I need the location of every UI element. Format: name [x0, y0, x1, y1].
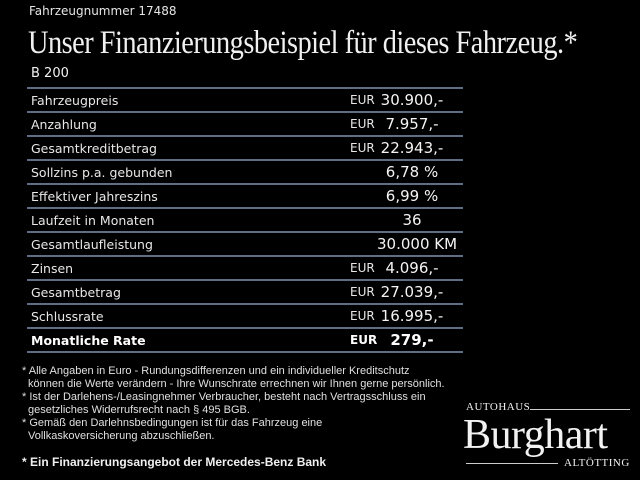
row-currency: EUR [350, 141, 375, 155]
logo-divider [466, 463, 558, 464]
row-value: 7.957,- [385, 115, 439, 133]
table-row: Fahrzeugpreis EUR 30.900,- [27, 89, 463, 113]
footnote: * Ist der Darlehens-/Leasingnehmer Verbr… [22, 391, 426, 416]
row-currency: EUR [350, 261, 375, 275]
table-row: Zinsen EUR 4.096,- [27, 257, 463, 281]
footnote: * Alle Angaben in Euro - Rundungsdiffere… [22, 365, 445, 390]
row-value: 4.096,- [385, 259, 439, 277]
dealer-logo: AUTOHAUS Burghart ALTÖTTING [463, 397, 630, 471]
row-label: Sollzins p.a. gebunden [31, 165, 173, 180]
row-value: 6,78 % [385, 163, 439, 181]
row-value: 279,- [390, 331, 434, 349]
row-label: Gesamtbetrag [31, 285, 121, 300]
row-value: 16.995,- [380, 307, 444, 325]
row-label: Fahrzeugpreis [31, 93, 119, 108]
row-value: 36 [402, 211, 422, 229]
row-value: 30.900,- [380, 91, 444, 109]
financing-table: Fahrzeugpreis EUR 30.900,- Anzahlung EUR 7.95… [27, 87, 463, 353]
row-value: 27.039,- [380, 283, 444, 301]
table-row: Monatliche Rate EUR 279,- [27, 329, 463, 353]
row-value: 22.943,- [380, 139, 444, 157]
row-label: Laufzeit in Monaten [31, 213, 155, 228]
row-label: Anzahlung [31, 117, 97, 132]
table-row: Effektiver Jahreszins 6,99 % [27, 185, 463, 209]
table-row: Laufzeit in Monaten 36 [27, 209, 463, 233]
row-currency: EUR [350, 333, 378, 347]
row-value: 6,99 % [385, 187, 439, 205]
footnotes: * Alle Angaben in Euro - Rundungsdiffere… [22, 365, 472, 443]
table-row: Gesamtbetrag EUR 27.039,- [27, 281, 463, 305]
table-row: Anzahlung EUR 7.957,- [27, 113, 463, 137]
row-label: Gesamtkreditbetrag [31, 141, 157, 156]
model-name: B 200 [31, 66, 69, 81]
row-value: 30.000 KM [377, 235, 458, 253]
logo-name: Burghart [463, 412, 608, 458]
row-label: Monatliche Rate [31, 333, 146, 348]
row-label: Schlussrate [31, 309, 104, 324]
row-label: Zinsen [31, 261, 74, 276]
row-currency: EUR [350, 309, 375, 323]
table-row: Sollzins p.a. gebunden 6,78 % [27, 161, 463, 185]
row-label: Gesamtlaufleistung [31, 237, 153, 252]
vehicle-number: Fahrzeugnummer 17488 [29, 4, 177, 18]
table-row: Gesamtkreditbetrag EUR 22.943,- [27, 137, 463, 161]
logo-top-text: AUTOHAUS [466, 401, 531, 413]
logo-divider [530, 409, 630, 410]
row-currency: EUR [350, 285, 375, 299]
table-row: Schlussrate EUR 16.995,- [27, 305, 463, 329]
table-row: Gesamtlaufleistung 30.000 KM [27, 233, 463, 257]
row-currency: EUR [350, 93, 375, 107]
footnote: * Gemäß den Darlehnsbedingungen ist für … [22, 417, 323, 442]
page-title: Unser Finanzierungsbeispiel für dieses F… [28, 25, 578, 61]
row-currency: EUR [350, 117, 375, 131]
bank-note: * Ein Finanzierungsangebot der Mercedes-… [22, 455, 327, 469]
logo-bottom-text: ALTÖTTING [564, 457, 630, 469]
row-label: Effektiver Jahreszins [31, 189, 158, 204]
